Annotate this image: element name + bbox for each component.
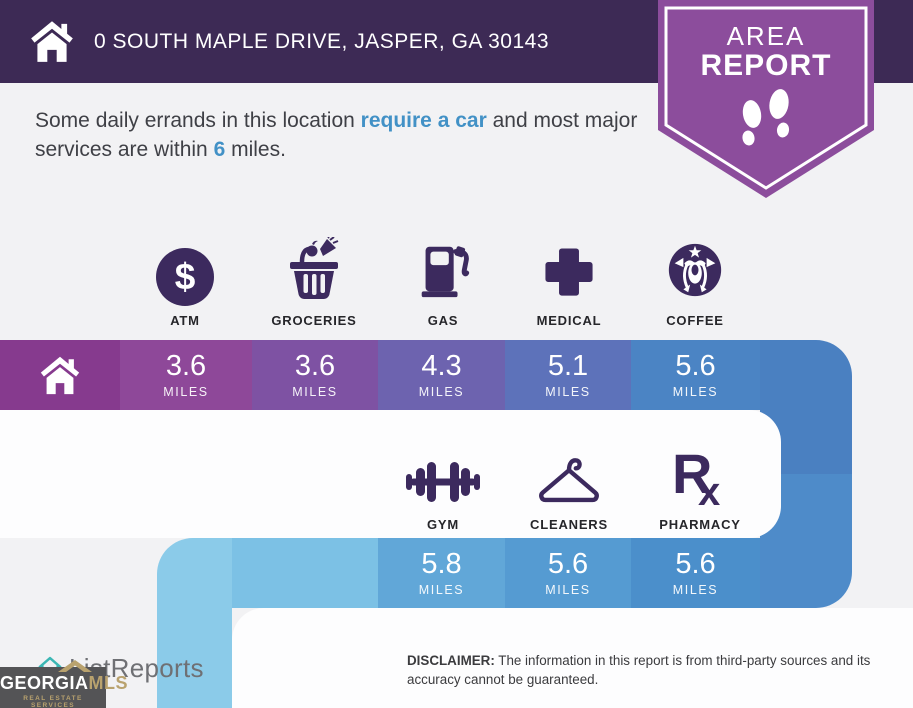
distance-value: 4.3 [421, 349, 462, 382]
distance-unit: MILES [672, 384, 719, 399]
coffee-siren-logo-icon [664, 239, 726, 306]
distance-cell-groceries: 3.6 MILES [252, 340, 378, 410]
distance-unit: MILES [545, 384, 591, 399]
groceries-basket-icon [281, 236, 347, 306]
pharmacy-rx-icon: R x [672, 442, 721, 514]
distance-unit: MILES [418, 582, 465, 597]
gym-dumbbell-icon [404, 459, 482, 510]
intro-part1: Some daily errands in this location [35, 109, 361, 132]
amenity-label: MEDICAL [536, 313, 602, 328]
intro-part2: and most major [486, 109, 638, 132]
property-address: 0 SOUTH MAPLE DRIVE, JASPER, GA 30143 [94, 29, 549, 53]
distance-unit: MILES [672, 582, 719, 597]
mls-wordmark-mls: MLS [88, 673, 129, 693]
intro-text: Some daily errands in this location requ… [35, 106, 675, 165]
distance-cell-medical: 5.1 MILES [505, 340, 631, 410]
amenity-atm: $ ATM [115, 238, 255, 328]
distance-value: 5.8 [421, 547, 462, 580]
home-icon [40, 356, 80, 395]
amenity-label: GROCERIES [271, 313, 357, 328]
mls-subtext: REAL ESTATE SERVICES [23, 695, 83, 708]
distance-cell-gym: 5.8 MILES [378, 538, 505, 608]
amenity-label: GAS [427, 313, 459, 328]
amenity-gas: GAS [373, 238, 513, 328]
amenity-cleaners: CLEANERS [499, 442, 639, 532]
middle-white-panel [0, 410, 781, 538]
badge-title-line2: REPORT [700, 49, 832, 82]
amenity-gym: GYM [373, 442, 513, 532]
amenity-medical: MEDICAL [499, 238, 639, 328]
amenity-label: PHARMACY [659, 517, 741, 532]
distance-cell-pharmacy: 5.6 MILES [631, 538, 760, 608]
intro-part3: services are within [35, 138, 214, 162]
distance-value: 3.6 [294, 349, 336, 382]
distance-unit: MILES [418, 384, 465, 399]
empty-cell [232, 538, 378, 608]
distance-value: 5.6 [675, 547, 716, 580]
mls-wordmark: GEORGIAMLS [0, 673, 128, 693]
amenity-label: ATM [170, 313, 200, 328]
distance-value: 5.6 [675, 349, 716, 382]
distance-bar-right-connector [760, 340, 852, 608]
medical-cross-icon [540, 243, 598, 306]
badge-title-line1: AREA [726, 21, 806, 51]
distance-value: 5.1 [547, 349, 589, 382]
disclaimer-text: DISCLAIMER: The information in this repo… [407, 651, 894, 690]
distance-unit: MILES [163, 384, 209, 399]
mls-roof-icon [56, 659, 94, 677]
distance-value: 5.6 [547, 547, 589, 580]
disclaimer-body: The information in this report is from t… [407, 653, 871, 688]
amenity-pharmacy: R x PHARMACY [630, 442, 770, 533]
cleaners-hanger-icon [532, 453, 606, 510]
bottom-white-panel [232, 608, 913, 708]
mls-wordmark-georgia: GEORGIA [0, 673, 89, 693]
distance-row-2: 5.8 MILES 5.6 MILES 5.6 MILES [232, 538, 852, 608]
distance-unit: MILES [545, 582, 591, 597]
distance-cell-cleaners: 5.6 MILES [505, 538, 631, 608]
distance-cell-gas: 4.3 MILES [378, 340, 505, 410]
distance-row-1: 3.6 MILES 3.6 MILES 4.3 MILES 5.1 MILES … [0, 340, 760, 410]
home-icon [27, 16, 77, 71]
amenity-groceries: GROCERIES [244, 236, 384, 328]
gas-pump-icon [412, 239, 474, 306]
distance-unit: MILES [292, 384, 338, 399]
amenity-label: GYM [426, 517, 459, 532]
home-cell [0, 340, 120, 410]
amenity-coffee: COFFEE [625, 238, 765, 328]
intro-highlight-car: require a car [360, 109, 487, 132]
distance-bar-left-connector [157, 538, 232, 708]
disclaimer-label: DISCLAIMER: [407, 653, 495, 668]
distance-cell-coffee: 5.6 MILES [631, 340, 760, 410]
atm-dollar-icon: $ [156, 248, 214, 306]
georgiamls-logo: GEORGIAMLS REAL ESTATE SERVICES [0, 660, 128, 708]
amenity-label: CLEANERS [530, 517, 608, 532]
badge-pennant-shape [658, 0, 874, 198]
footprints-icon [735, 84, 797, 161]
distance-cell-atm: 3.6 MILES [120, 340, 252, 410]
amenity-label: COFFEE [666, 313, 724, 328]
distance-value: 3.6 [165, 349, 207, 382]
intro-part4: miles. [225, 138, 286, 162]
area-report-badge: AREA REPORT [658, 0, 874, 200]
intro-highlight-miles: 6 [213, 138, 226, 162]
